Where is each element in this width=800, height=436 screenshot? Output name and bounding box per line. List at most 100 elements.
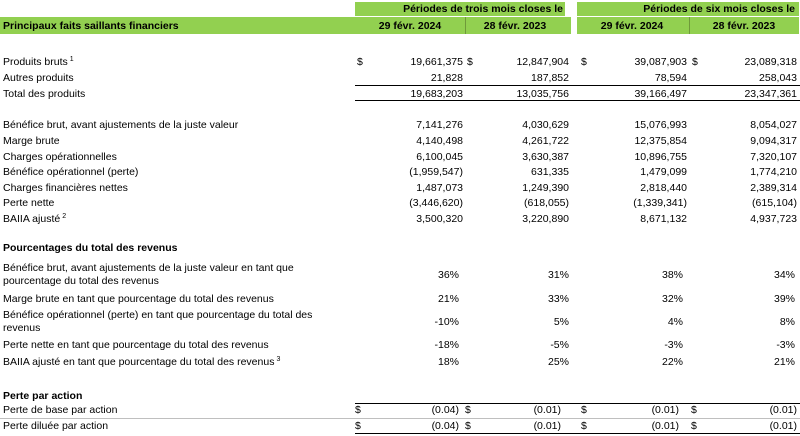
eps-cell: (0.01) bbox=[769, 420, 797, 432]
eps-row-divider bbox=[0, 418, 800, 419]
table-cell: (3,446,620) bbox=[409, 197, 463, 209]
total-line bbox=[355, 100, 800, 101]
currency-symbol: $ bbox=[581, 420, 587, 432]
column-header-q-2023: 28 févr. 2023 bbox=[483, 20, 547, 32]
eps-cell: (0.04) bbox=[431, 404, 459, 416]
subtotal-line bbox=[355, 85, 800, 86]
percent-cell: 5% bbox=[553, 316, 569, 328]
eps-cell: (0.04) bbox=[431, 420, 459, 432]
table-cell: 2,818,440 bbox=[640, 182, 687, 194]
eps-cell: (0.01) bbox=[533, 420, 561, 432]
table-cell: (615,104) bbox=[752, 197, 797, 209]
table-cell: 2,389,314 bbox=[750, 182, 797, 194]
column-header-h-2024: 29 févr. 2024 bbox=[600, 20, 664, 32]
percent-cell: 25% bbox=[547, 356, 569, 368]
row-label: BAIIA ajusté 2 bbox=[3, 213, 66, 226]
currency-symbol: $ bbox=[357, 56, 363, 68]
table-cell: 23,347,361 bbox=[744, 88, 797, 100]
percent-cell: 36% bbox=[437, 269, 459, 281]
percent-row-label-text: Bénéfice opérationnel (perte) en tant qu… bbox=[3, 309, 313, 321]
footnote-marker: 1 bbox=[69, 56, 74, 63]
currency-symbol: $ bbox=[465, 420, 471, 432]
table-cell: 12,375,854 bbox=[634, 135, 687, 147]
row-label-text: Produits bruts bbox=[3, 56, 68, 68]
row-label-text: Total des produits bbox=[3, 88, 86, 100]
table-cell: 78,594 bbox=[654, 72, 687, 84]
table-cell: 631,335 bbox=[531, 166, 569, 178]
row-label: Autres produits bbox=[3, 72, 74, 85]
currency-symbol: $ bbox=[691, 404, 697, 416]
footnote-marker: 3 bbox=[276, 356, 281, 363]
percent-cell: 21% bbox=[773, 356, 795, 368]
row-label: Charges opérationnelles bbox=[3, 151, 117, 164]
currency-symbol: $ bbox=[691, 420, 697, 432]
eps-section-title: Perte par action bbox=[3, 390, 83, 402]
eps-bottom-line bbox=[355, 433, 800, 434]
percent-cell: 18% bbox=[437, 356, 459, 368]
row-label-text: Charges financières nettes bbox=[3, 182, 128, 194]
table-cell: 13,035,756 bbox=[516, 88, 569, 100]
row-label: Bénéfice brut, avant ajustements de la j… bbox=[3, 119, 238, 132]
header-group-three-months-bg bbox=[355, 2, 565, 16]
percent-cell: 4% bbox=[667, 316, 683, 328]
table-cell: 258,043 bbox=[759, 72, 797, 84]
row-label: Bénéfice opérationnel (perte) bbox=[3, 166, 138, 179]
eps-top-line bbox=[355, 403, 800, 404]
table-cell: 4,140,498 bbox=[416, 135, 463, 147]
table-cell: 4,030,629 bbox=[522, 119, 569, 131]
percent-row-label-text: Perte nette en tant que pourcentage du t… bbox=[3, 339, 269, 351]
percent-cell: 21% bbox=[437, 293, 459, 305]
table-cell: 3,630,387 bbox=[522, 151, 569, 163]
row-label-text: Bénéfice opérationnel (perte) bbox=[3, 166, 139, 178]
percent-cell: -5% bbox=[550, 339, 569, 351]
percent-row-label: Perte nette en tant que pourcentage du t… bbox=[3, 339, 269, 352]
currency-symbol: $ bbox=[355, 404, 361, 416]
table-cell: 19,683,203 bbox=[410, 88, 463, 100]
percent-row-label: BAIIA ajusté en tant que pourcentage du … bbox=[3, 356, 280, 369]
percent-cell: -10% bbox=[434, 316, 459, 328]
currency-symbol: $ bbox=[465, 404, 471, 416]
table-cell: 12,847,904 bbox=[516, 56, 569, 68]
row-label-text: Perte nette bbox=[3, 197, 55, 209]
eps-cell: (0.01) bbox=[651, 404, 679, 416]
percent-row-label-text: BAIIA ajusté en tant que pourcentage du … bbox=[3, 356, 275, 368]
row-label: Marge brute bbox=[3, 135, 60, 148]
currency-symbol: $ bbox=[581, 56, 587, 68]
footnote-marker: 2 bbox=[62, 213, 67, 220]
table-cell: 15,076,993 bbox=[634, 119, 687, 131]
table-cell: 39,087,903 bbox=[634, 56, 687, 68]
table-cell: 4,937,723 bbox=[750, 213, 797, 225]
percent-cell: 39% bbox=[773, 293, 795, 305]
table-cell: 1,487,073 bbox=[416, 182, 463, 194]
currency-symbol: $ bbox=[355, 420, 361, 432]
table-cell: 1,249,390 bbox=[522, 182, 569, 194]
percent-cell: 34% bbox=[773, 269, 795, 281]
percent-cell: 31% bbox=[547, 269, 569, 281]
percent-cell: -18% bbox=[434, 339, 459, 351]
header-group-six-months-bg bbox=[577, 2, 799, 16]
percent-cell: 38% bbox=[661, 269, 683, 281]
table-cell: 3,220,890 bbox=[522, 213, 569, 225]
percent-cell: -3% bbox=[664, 339, 683, 351]
table-cell: 3,500,320 bbox=[416, 213, 463, 225]
percent-row-label: Bénéfice opérationnel (perte) en tant qu… bbox=[3, 309, 312, 322]
header-gap bbox=[571, 2, 577, 34]
table-cell: 187,852 bbox=[531, 72, 569, 84]
table-cell: (1,339,341) bbox=[633, 197, 687, 209]
percent-cell: 33% bbox=[547, 293, 569, 305]
row-label-text: Charges opérationnelles bbox=[3, 151, 117, 163]
header-divider bbox=[465, 17, 466, 34]
table-cell: 8,671,132 bbox=[640, 213, 687, 225]
table-title: Principaux faits saillants financiers bbox=[3, 20, 179, 32]
currency-symbol: $ bbox=[692, 56, 698, 68]
table-cell: 8,054,027 bbox=[750, 119, 797, 131]
percent-row-label-cont: revenus bbox=[3, 322, 41, 334]
table-cell: 7,141,276 bbox=[416, 119, 463, 131]
column-header-h-2023: 28 févr. 2023 bbox=[712, 20, 776, 32]
percent-cell: 32% bbox=[661, 293, 683, 305]
row-label-text: Bénéfice brut, avant ajustements de la j… bbox=[3, 119, 239, 131]
currency-symbol: $ bbox=[467, 56, 473, 68]
row-label-text: Marge brute bbox=[3, 135, 60, 147]
percent-cell: 22% bbox=[661, 356, 683, 368]
